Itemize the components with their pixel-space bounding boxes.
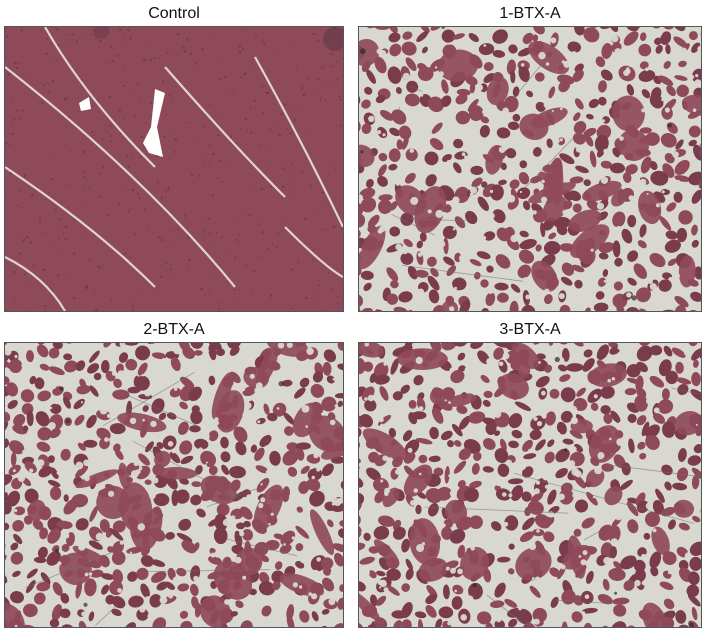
micrograph-image xyxy=(358,342,702,628)
panel-label: 1-BTX-A xyxy=(499,5,561,22)
panel-3-btx-a: 3-BTX-A xyxy=(358,320,702,628)
micrograph-image xyxy=(4,26,344,312)
panel-2-btx-a: 2-BTX-A xyxy=(4,320,344,628)
panel-label: 2-BTX-A xyxy=(143,321,205,338)
panel-control: Control xyxy=(4,4,344,312)
micrograph-image xyxy=(4,342,344,628)
panel-1-btx-a: 1-BTX-A xyxy=(358,4,702,312)
micrograph-image xyxy=(358,26,702,312)
panel-label: Control xyxy=(148,5,200,22)
panel-label: 3-BTX-A xyxy=(499,321,561,338)
